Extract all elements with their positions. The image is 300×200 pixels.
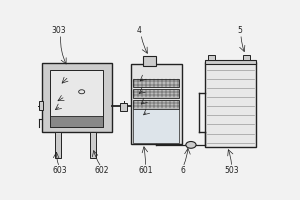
- Text: 602: 602: [94, 166, 109, 175]
- Bar: [55, 132, 61, 158]
- Bar: [50, 116, 103, 127]
- Bar: [133, 100, 179, 109]
- Bar: [50, 70, 103, 127]
- Bar: [143, 56, 156, 66]
- Text: 4: 4: [136, 26, 141, 35]
- Bar: [205, 62, 256, 147]
- Bar: [205, 60, 256, 64]
- Bar: [39, 101, 43, 110]
- Bar: [42, 62, 112, 132]
- Text: 503: 503: [224, 166, 239, 175]
- Bar: [243, 55, 250, 60]
- Bar: [90, 132, 96, 158]
- Circle shape: [186, 142, 196, 148]
- Text: 303: 303: [51, 26, 66, 35]
- Bar: [120, 103, 127, 111]
- Text: 603: 603: [52, 166, 67, 175]
- Bar: [133, 109, 179, 143]
- Text: 601: 601: [138, 166, 153, 175]
- Bar: [208, 55, 215, 60]
- Text: 6: 6: [180, 166, 185, 175]
- Text: 5: 5: [237, 26, 242, 35]
- Bar: [133, 79, 179, 87]
- Bar: [130, 64, 182, 144]
- Bar: [133, 89, 179, 98]
